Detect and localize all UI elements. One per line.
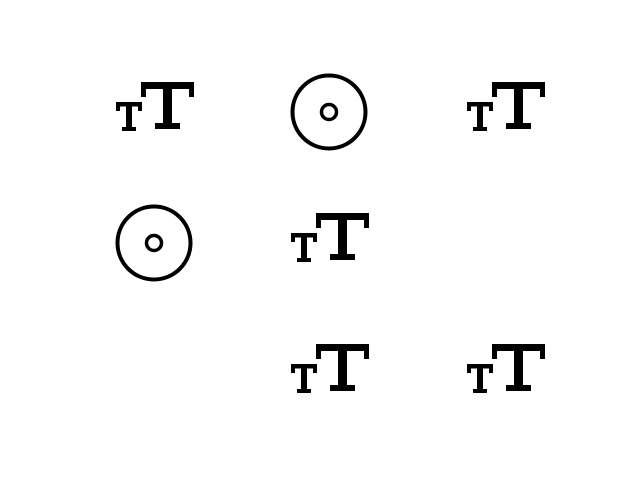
- text-size-icon[interactable]: [281, 326, 377, 422]
- text-size-icon[interactable]: [457, 64, 553, 160]
- radio-button-icon[interactable]: [106, 195, 202, 291]
- empty-cell: [106, 326, 202, 422]
- text-size-icon[interactable]: [457, 326, 553, 422]
- text-size-icon[interactable]: [281, 195, 377, 291]
- text-size-icon[interactable]: [106, 64, 202, 160]
- empty-cell: [457, 195, 553, 291]
- radio-button-icon[interactable]: [281, 64, 377, 160]
